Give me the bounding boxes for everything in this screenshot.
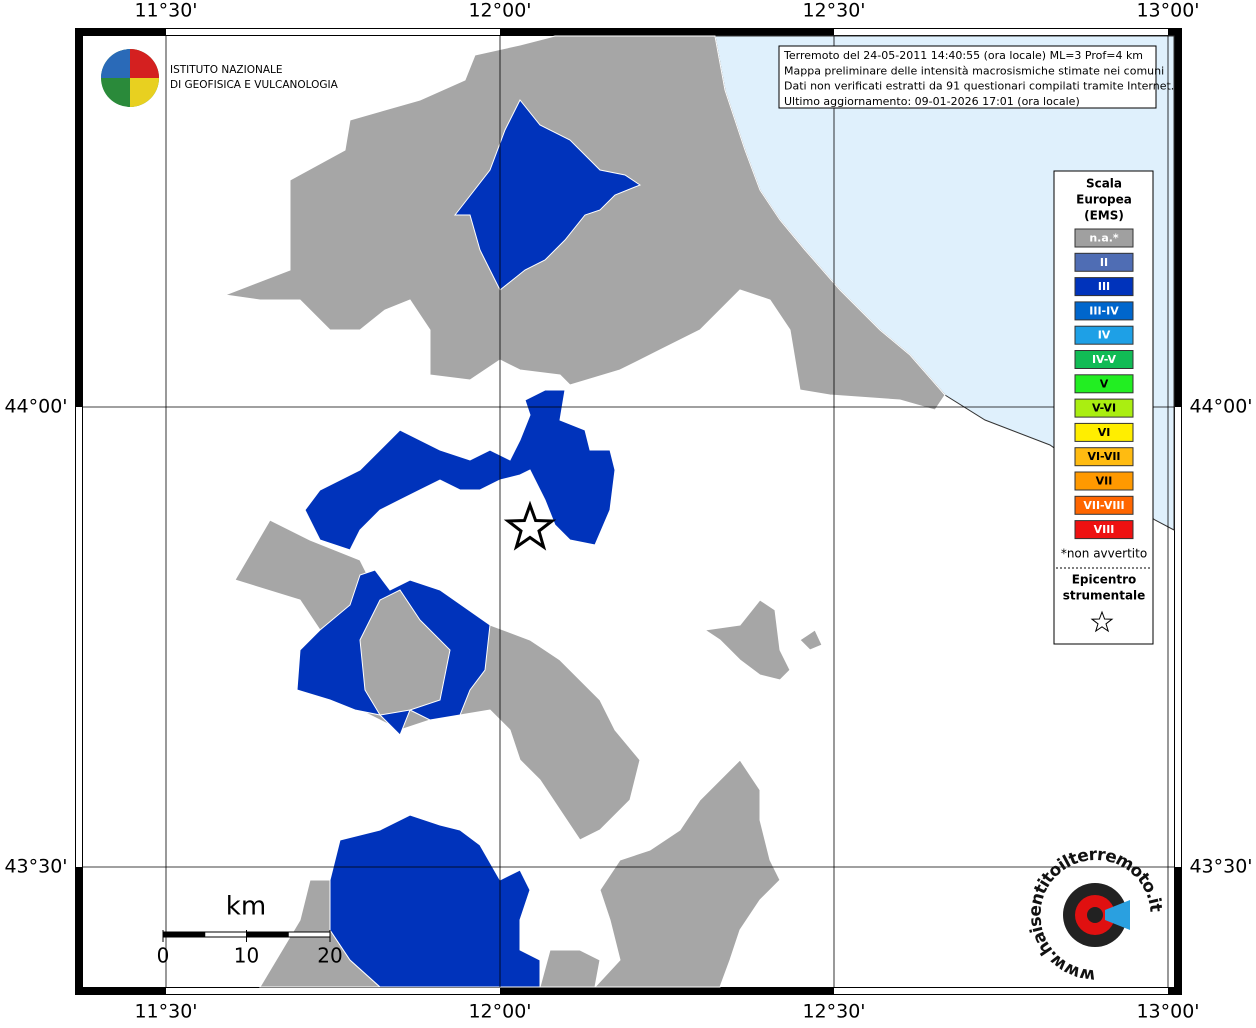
legend-label: V-VI	[1092, 402, 1116, 415]
legend-swatch	[1074, 374, 1134, 394]
scale-label: 0	[157, 944, 170, 968]
info-line: Terremoto del 24-05-2011 14:40:55 (ora l…	[783, 49, 1143, 62]
legend-label: VI-VII	[1087, 450, 1120, 463]
logo-text: DI GEOFISICA E VULCANOLOGIA	[170, 79, 339, 91]
legend-label: IV	[1098, 329, 1111, 342]
legend-label: IV-V	[1092, 353, 1117, 366]
badge-horn	[1105, 900, 1130, 930]
epicenter-star	[503, 500, 557, 551]
legend-swatch	[1074, 471, 1134, 491]
scale-segment	[246, 931, 289, 938]
legend-swatch	[1074, 495, 1134, 515]
legend-label: V	[1100, 377, 1109, 390]
legend-label: VII-VIII	[1083, 499, 1124, 512]
legend-swatch	[1074, 277, 1134, 297]
legend-star	[1090, 610, 1114, 633]
legend-label: VI	[1098, 426, 1111, 439]
legend-swatch	[1074, 301, 1134, 321]
lat-label: 43°30'	[1189, 856, 1252, 878]
logo-globe	[130, 78, 159, 107]
legend-label: III-IV	[1089, 304, 1119, 317]
region-na	[593, 759, 781, 988]
legend-epicenter: strumentale	[1063, 589, 1146, 603]
frame-segment	[834, 29, 1168, 35]
lon-label: 12°30'	[802, 0, 865, 22]
legend-label: II	[1100, 256, 1108, 269]
legend-swatch	[1074, 520, 1134, 540]
legend-swatch	[1074, 398, 1134, 418]
scale-unit: km	[226, 892, 266, 922]
lon-label: 12°00'	[468, 0, 531, 22]
legend-title: Europea	[1076, 193, 1132, 207]
lon-label: 12°30'	[802, 1001, 865, 1023]
legend-swatch	[1074, 228, 1134, 248]
legend-swatch	[1074, 447, 1134, 467]
legend-swatch	[1074, 325, 1134, 345]
lon-label: 11°30'	[134, 1001, 197, 1023]
legend-footnote: *non avvertito	[1061, 547, 1147, 561]
lon-label: 13°00'	[1136, 1001, 1199, 1023]
region-iii	[329, 814, 541, 988]
region-na	[359, 589, 451, 716]
legend-title: (EMS)	[1084, 209, 1124, 223]
logo-globe	[101, 49, 130, 78]
scale-bar: km 0 10 20	[157, 892, 343, 968]
logo-globe	[130, 49, 159, 78]
legend-title: Scala	[1086, 177, 1122, 191]
scale-label: 20	[317, 944, 342, 968]
info-line: Ultimo aggiornamento: 09-01-2026 17:01 (…	[784, 95, 1080, 108]
region-na	[703, 599, 791, 681]
info-lines: Terremoto del 24-05-2011 14:40:55 (ora l…	[783, 49, 1174, 108]
badge-circle	[1087, 907, 1103, 923]
legend-swatch	[1074, 252, 1134, 272]
lon-label: 11°30'	[134, 0, 197, 22]
lat-label: 44°00'	[1189, 396, 1252, 418]
legend: ScalaEuropea(EMS)n.a.*IIIIIIII-IVIVIV-VV…	[1061, 177, 1147, 603]
legend-epicenter: Epicentro	[1072, 573, 1137, 587]
legend-label: n.a.*	[1089, 232, 1119, 245]
scale-segment	[204, 931, 247, 938]
ingv-logo: ISTITUTO NAZIONALE DI GEOFISICA E VULCAN…	[101, 49, 339, 107]
region-na	[539, 949, 601, 988]
info-line: Dati non verificati estratti da 91 quest…	[784, 80, 1174, 93]
frame-segment	[166, 988, 500, 994]
lat-label: 43°30'	[4, 856, 67, 878]
scale-segment	[287, 931, 331, 938]
region-na	[223, 35, 946, 411]
legend-swatch	[1074, 422, 1134, 442]
legend-label: VII	[1096, 475, 1113, 488]
scale-label: 10	[234, 944, 259, 968]
lat-label: 44°00'	[4, 396, 67, 418]
info-box	[778, 45, 1157, 109]
legend-label: III	[1098, 280, 1110, 293]
legend-swatch	[1074, 350, 1134, 369]
frame-segment	[1175, 407, 1181, 867]
frame-segment	[76, 407, 82, 867]
frame-segment	[166, 29, 500, 35]
legend-label: VIII	[1094, 523, 1115, 536]
lon-label: 13°00'	[1136, 0, 1199, 22]
graticule: 11°30' 11°30' 12°00' 12°00' 12°30' 12°30' 13°0…	[4, 0, 1252, 1023]
region-na	[799, 629, 823, 651]
info-line: Mappa preliminare delle intensità macros…	[784, 64, 1164, 77]
lon-label: 12°00'	[468, 1001, 531, 1023]
frame-segment	[834, 988, 1168, 994]
region-iii	[304, 389, 616, 551]
logo-text: ISTITUTO NAZIONALE	[170, 64, 283, 76]
scale-segment	[162, 931, 206, 938]
